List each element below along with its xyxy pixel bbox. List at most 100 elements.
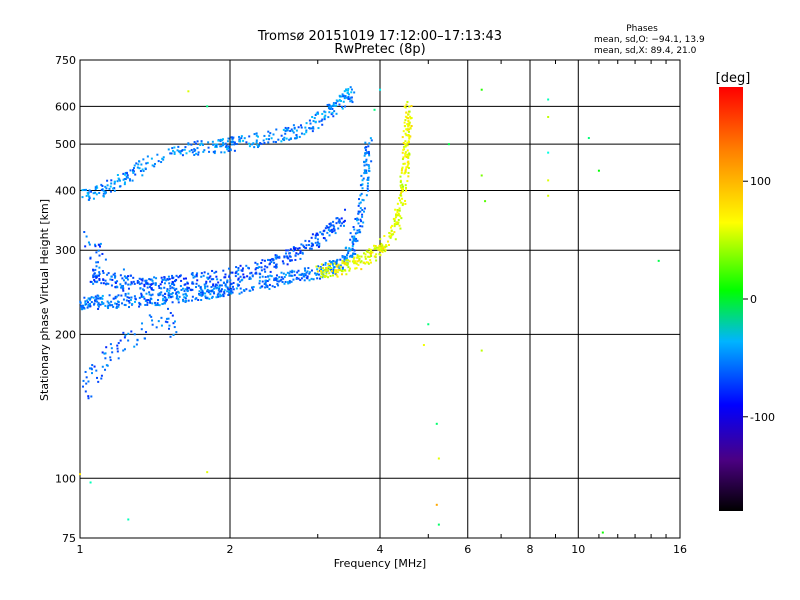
data-point: [381, 244, 384, 247]
data-point: [100, 183, 103, 186]
data-point: [123, 178, 126, 181]
data-point: [275, 277, 278, 280]
data-point: [323, 115, 326, 118]
data-point: [367, 262, 370, 265]
data-point: [240, 291, 243, 294]
data-point: [291, 271, 294, 274]
data-point: [192, 276, 195, 279]
data-point: [138, 160, 141, 163]
data-point: [96, 300, 99, 303]
data-point: [408, 153, 411, 156]
data-point: [212, 150, 215, 153]
data-point: [94, 186, 97, 189]
data-point: [338, 99, 341, 102]
data-point: [146, 303, 149, 306]
data-point: [124, 276, 127, 279]
data-point: [361, 225, 364, 228]
data-point: [218, 290, 221, 293]
data-point: [318, 242, 321, 245]
data-point: [207, 141, 210, 144]
data-point: [358, 257, 361, 260]
data-point: [300, 243, 303, 246]
data-point: [213, 152, 216, 155]
data-point: [95, 297, 98, 300]
data-point: [266, 266, 269, 269]
data-point: [84, 302, 87, 305]
data-point: [100, 296, 103, 299]
data-point: [364, 152, 367, 155]
data-point: [97, 249, 100, 252]
data-point: [278, 255, 281, 258]
data-point: [98, 271, 101, 274]
data-point: [151, 323, 154, 326]
data-point: [338, 218, 341, 221]
data-point: [347, 252, 350, 255]
data-point: [222, 141, 225, 144]
data-point: [324, 268, 327, 271]
data-point: [97, 303, 100, 306]
data-point: [271, 285, 274, 288]
data-point: [363, 169, 366, 172]
data-point: [345, 259, 348, 262]
data-point: [295, 134, 298, 137]
data-point: [299, 124, 302, 127]
data-point: [112, 305, 115, 308]
data-point: [103, 352, 106, 355]
data-point: [161, 278, 164, 281]
data-point: [298, 135, 301, 138]
data-point: [122, 178, 125, 181]
data-point: [110, 284, 113, 287]
data-point: [380, 242, 383, 245]
data-point: [122, 268, 125, 271]
data-point: [396, 208, 399, 211]
data-point: [144, 337, 147, 340]
data-point: [345, 273, 348, 276]
data-point: [88, 197, 91, 200]
data-point: [245, 141, 248, 144]
data-point: [163, 286, 166, 289]
data-point: [122, 349, 125, 352]
data-point: [123, 336, 126, 339]
data-point: [167, 317, 170, 320]
data-point: [162, 156, 165, 159]
data-point: [191, 151, 194, 154]
data-point: [338, 220, 341, 223]
data-point: [284, 273, 287, 276]
data-point: [393, 223, 396, 226]
data-point: [95, 281, 98, 284]
data-point: [123, 275, 126, 278]
data-point: [305, 122, 308, 125]
data-point: [115, 295, 118, 298]
data-point: [191, 274, 194, 277]
data-point: [304, 269, 307, 272]
data-point: [209, 293, 212, 296]
data-point: [126, 278, 129, 281]
data-point: [81, 308, 84, 311]
data-point: [324, 269, 327, 272]
data-point: [216, 143, 219, 146]
data-point: [90, 301, 93, 304]
data-point: [217, 292, 220, 295]
data-point: [252, 285, 255, 288]
data-point: [344, 105, 347, 108]
data-point: [150, 157, 153, 160]
data-point: [141, 168, 144, 171]
data-point: [122, 298, 125, 301]
data-point: [231, 138, 234, 141]
data-point: [144, 167, 147, 170]
data-point: [359, 218, 362, 221]
data-point: [332, 268, 335, 271]
data-point: [140, 292, 143, 295]
data-point: [402, 130, 405, 133]
data-point: [194, 142, 197, 145]
data-point: [229, 290, 232, 293]
data-point: [248, 145, 251, 148]
data-point: [114, 275, 117, 278]
data-point: [437, 457, 440, 460]
data-point: [300, 126, 303, 129]
data-point: [171, 301, 174, 304]
data-point: [204, 295, 207, 298]
data-point: [359, 207, 362, 210]
data-point: [110, 179, 113, 182]
data-point: [129, 283, 132, 286]
